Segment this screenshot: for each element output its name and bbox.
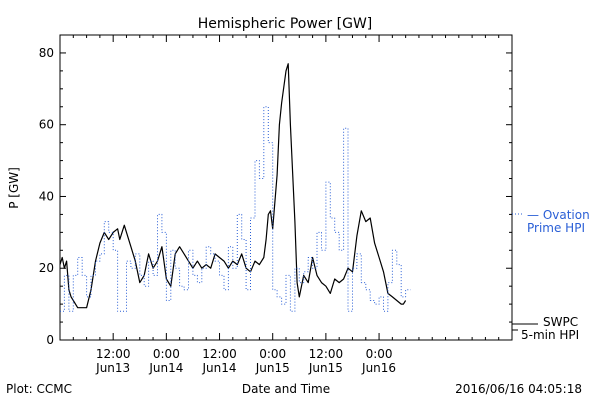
x-tick-time-label: 12:00 <box>96 347 131 361</box>
x-tick-date-label: Jun16 <box>361 361 396 375</box>
legend-swpc-line1: SWPC <box>543 315 578 329</box>
x-tick-time-label: 0:00 <box>366 347 393 361</box>
legend: — Ovation Prime HPI SWPC 5-min HPI <box>512 208 590 342</box>
x-tick-date-label: Jun14 <box>202 361 237 375</box>
x-tick-time-label: 12:00 <box>202 347 237 361</box>
series-layer <box>59 63 411 312</box>
x-axis-ticks: 12:00Jun130:00Jun1412:00Jun140:00Jun1512… <box>59 35 513 375</box>
series-line-ovation <box>60 106 411 312</box>
y-tick-label: 80 <box>39 46 54 60</box>
footer-timestamp: 2016/06/16 04:05:18 <box>455 382 582 396</box>
x-tick-time-label: 0:00 <box>259 347 286 361</box>
plot-frame <box>59 34 513 341</box>
x-tick-date-label: Jun13 <box>95 361 130 375</box>
x-axis-label: Date and Time <box>242 382 330 396</box>
x-tick-date-label: Jun15 <box>308 361 343 375</box>
y-tick-label: 40 <box>39 189 54 203</box>
series-line-swpc <box>59 63 407 309</box>
legend-swpc-line2: 5-min HPI <box>521 328 579 342</box>
x-tick-time-label: 12:00 <box>309 347 344 361</box>
chart-title: Hemispheric Power [GW] <box>198 16 373 32</box>
footer-plot-credit: Plot: CCMC <box>6 382 72 396</box>
y-axis-ticks: 0 20 40 60 80 <box>39 46 512 347</box>
y-tick-label: 60 <box>39 118 54 132</box>
y-tick-label: 20 <box>39 261 54 275</box>
y-axis-label: P [GW] <box>7 167 21 209</box>
x-tick-time-label: 0:00 <box>153 347 180 361</box>
legend-ovation-line2: Prime HPI <box>527 221 585 235</box>
legend-ovation-line1: — Ovation <box>527 208 590 222</box>
x-tick-date-label: Jun15 <box>255 361 290 375</box>
y-tick-label: 0 <box>46 333 54 347</box>
x-tick-date-label: Jun14 <box>148 361 183 375</box>
